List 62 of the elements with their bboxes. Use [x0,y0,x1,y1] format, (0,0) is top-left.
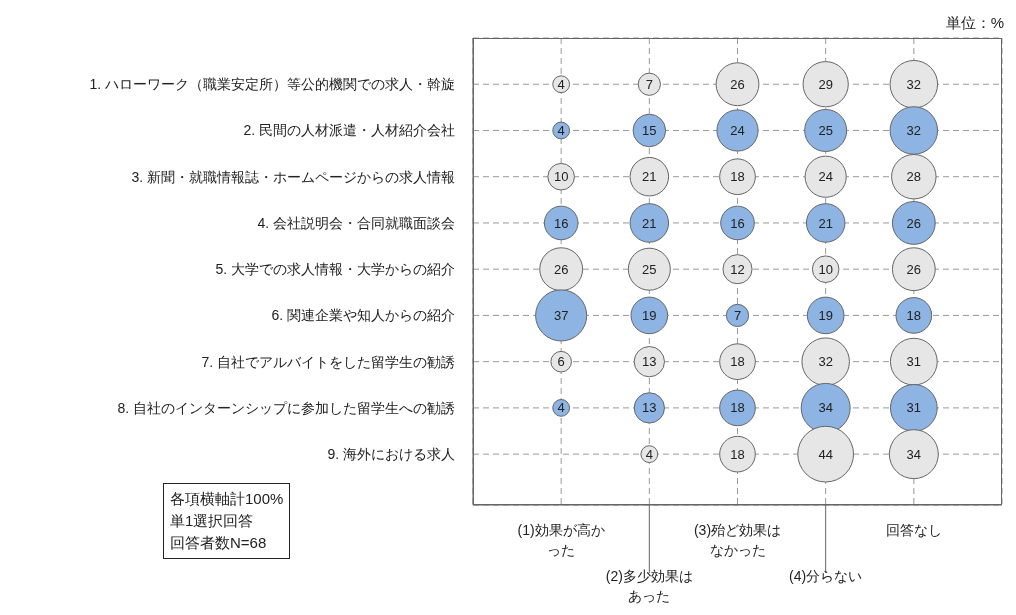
data-label: 24 [730,123,745,139]
x-tick-label: (4)分らない [789,568,863,584]
data-label: 7 [645,76,653,92]
y-tick-label: 4. 会社説明会・合同就職面談会 [257,214,455,231]
data-label: 10 [553,169,569,185]
data-label: 24 [818,169,833,185]
data-label: 16 [730,215,745,231]
data-label: 31 [906,400,922,416]
data-label: 15 [642,123,657,139]
data-label: 4 [557,123,565,139]
data-label: 29 [818,76,833,92]
data-label: 32 [906,123,922,139]
data-label: 34 [818,400,833,416]
data-label: 44 [818,446,833,462]
data-label: 13 [642,354,657,370]
text: 単位：% [945,14,1004,33]
data-label: 18 [730,446,745,462]
y-tick-label: 6. 関連企業や知人からの紹介 [271,307,455,324]
y-tick-label: 5. 大学での求人情報・大学からの紹介 [215,261,455,278]
data-label: 26 [553,261,569,277]
data-label: 4 [557,76,565,92]
x-tick-label: (1)効果が高かった [517,522,605,558]
y-tick-label: 8. 自社のインターンシップに参加した留学生への勧誘 [117,399,455,416]
y-tick-label: 3. 新聞・就職情報誌・ホームページからの求人情報 [131,168,455,185]
data-label: 4 [645,446,653,462]
data-label: 25 [818,123,833,139]
data-label: 18 [730,400,745,416]
data-label: 32 [906,76,922,92]
data-label: 18 [730,169,745,185]
data-label: 26 [906,261,922,277]
y-tick-label: 1. ハローワーク（職業安定所）等公的機関での求人・斡旋 [89,76,455,93]
data-label: 26 [730,76,745,92]
data-label: 25 [642,261,657,277]
data-label: 13 [642,400,657,416]
data-label: 34 [906,446,922,462]
data-label: 21 [642,169,657,185]
data-label: 37 [553,307,569,323]
text: 単1選択回答 [170,511,255,531]
data-label: 4 [557,400,565,416]
data-label: 6 [557,354,565,370]
text: 回答者数N=68 [170,533,268,553]
x-tick-label: 回答なし [885,522,942,538]
data-label: 26 [906,215,922,231]
y-tick-label: 7. 自社でアルバイトをした留学生の勧誘 [201,353,455,370]
data-label: 7 [733,307,742,323]
data-label: 21 [818,215,833,231]
data-label: 21 [642,215,657,231]
data-label: 18 [906,307,922,323]
data-label: 18 [730,354,745,370]
y-tick-label: 9. 海外における求人 [327,446,455,463]
data-label: 28 [906,169,922,185]
text: 各項横軸計100% [170,489,284,509]
data-label: 19 [818,307,833,323]
data-label: 19 [642,307,657,323]
x-tick-label: (2)多少効果はあった [605,568,693,604]
data-label: 31 [906,354,922,370]
data-label: 10 [818,261,833,277]
y-tick-label: 2. 民間の人材派遣・人材紹介会社 [243,122,455,139]
x-tick-label: (3)殆ど効果はなかった [693,522,782,558]
data-label: 16 [553,215,569,231]
data-label: 32 [818,354,833,370]
data-label: 12 [730,261,745,277]
